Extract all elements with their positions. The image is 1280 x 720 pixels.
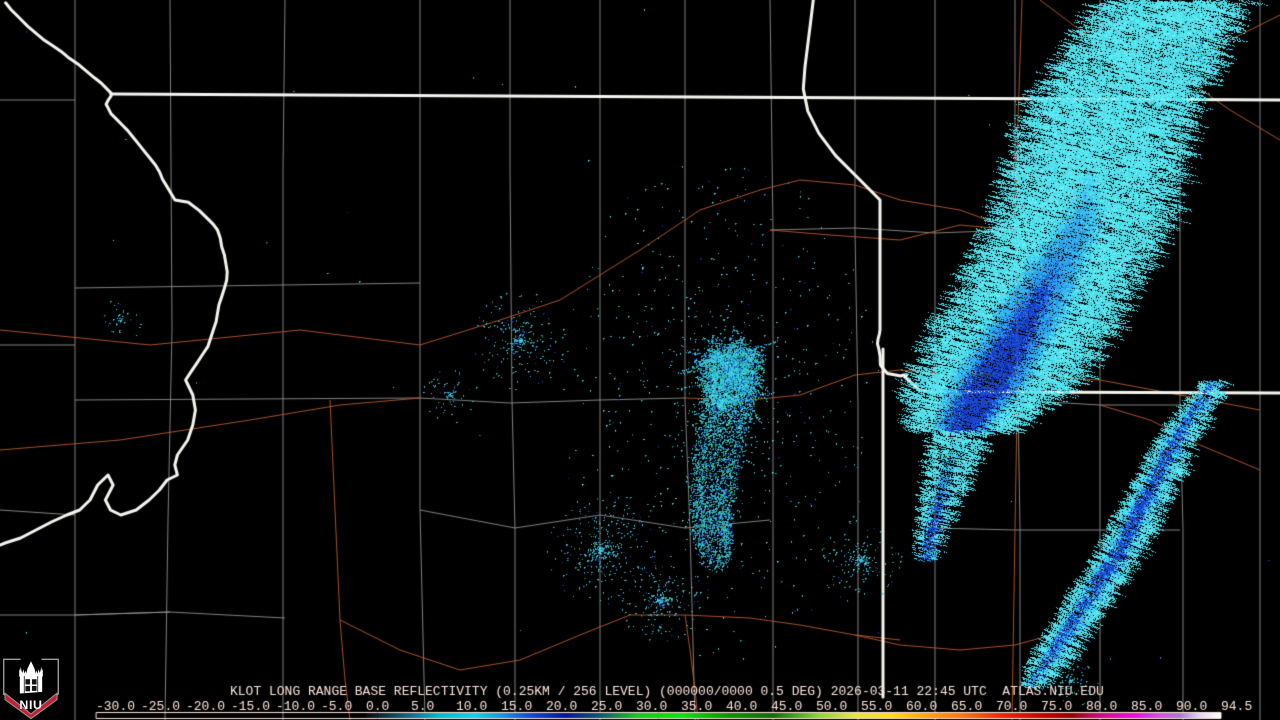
svg-text:NIU: NIU [19, 698, 42, 712]
